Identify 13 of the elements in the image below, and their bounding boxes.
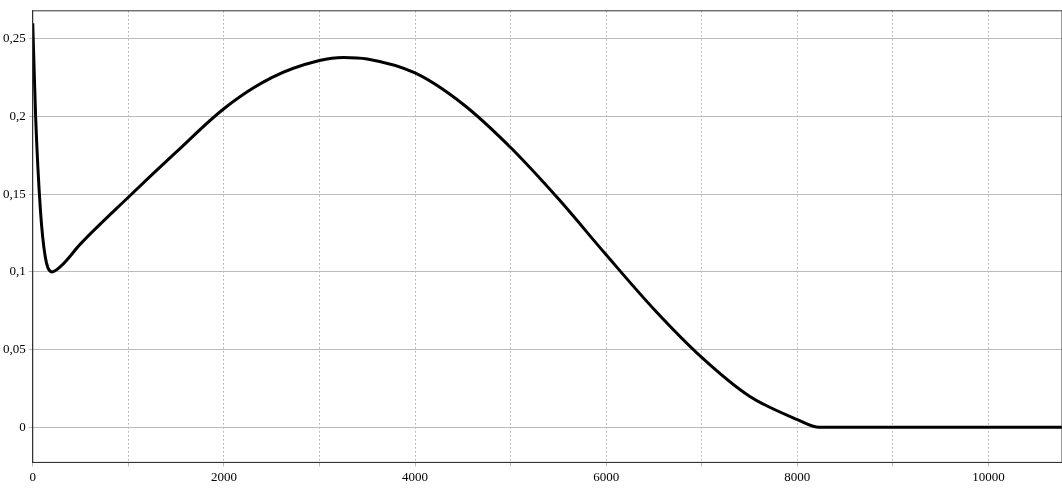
- y-tick-label: 0: [19, 418, 26, 434]
- x-tick-label: 8000: [784, 468, 811, 484]
- y-tick-label: 0,05: [3, 341, 26, 356]
- x-tick-label: 2000: [210, 468, 237, 484]
- y-tick-label: 0,1: [9, 263, 26, 279]
- y-tick-label: 0,2: [9, 107, 26, 123]
- y-tick-label: 0,25: [3, 30, 26, 46]
- x-tick-label: 0: [29, 468, 36, 484]
- y-tick-label: 0,15: [3, 185, 26, 201]
- x-tick-label: 10000: [972, 468, 1005, 484]
- line-series: [32, 21, 1062, 429]
- x-tick-label: 4000: [402, 468, 429, 484]
- x-tick-label: 6000: [593, 468, 620, 484]
